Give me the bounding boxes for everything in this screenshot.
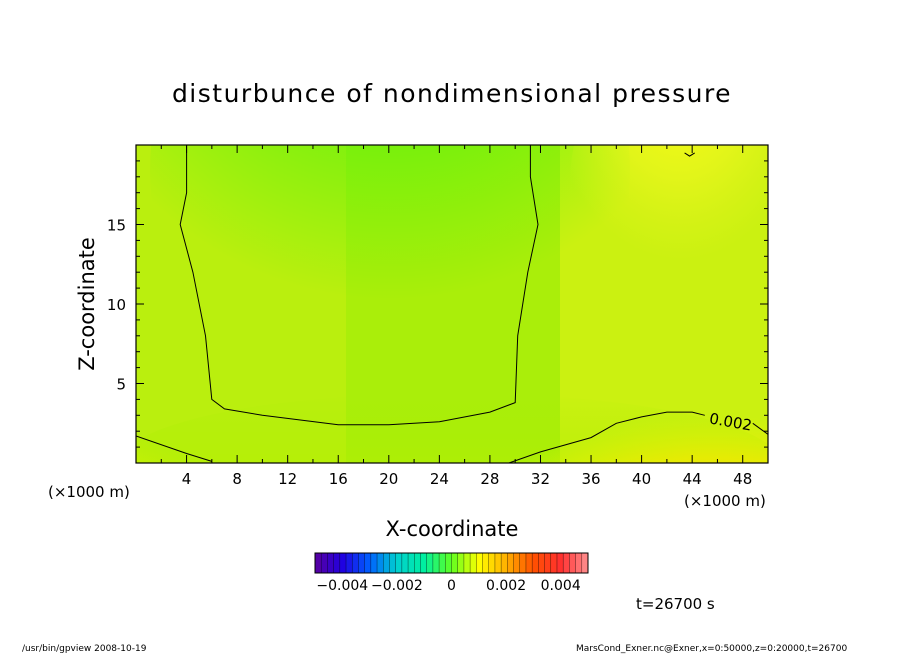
colorbar-cell bbox=[457, 553, 465, 573]
x-tick-label: 24 bbox=[430, 470, 449, 488]
colorbar-cell bbox=[581, 553, 589, 573]
colorbar-cell bbox=[525, 553, 533, 573]
contour-line-1 bbox=[508, 411, 705, 463]
colorbar-tick-label: 0.002 bbox=[486, 578, 526, 594]
x-axis-label: X-coordinate bbox=[386, 517, 519, 541]
colorbar-cell bbox=[358, 553, 366, 573]
colorbar-cell bbox=[339, 553, 347, 573]
colorbar-cell bbox=[532, 553, 539, 573]
colorbar-cell bbox=[519, 553, 527, 573]
colorbar-cell bbox=[346, 553, 353, 573]
colorbar-cell bbox=[401, 553, 409, 573]
time-label: t=26700 s bbox=[636, 595, 715, 613]
colorbar-cell bbox=[426, 553, 434, 573]
colorbar-cell bbox=[383, 553, 390, 573]
colorbar-cell bbox=[501, 553, 508, 573]
colorbar-cell bbox=[445, 553, 452, 573]
chart-title: disturbunce of nondimensional pressure bbox=[172, 79, 732, 108]
colorbar-cell bbox=[488, 553, 496, 573]
y-tick-label: 5 bbox=[116, 376, 126, 394]
contour-line-0 bbox=[136, 435, 212, 462]
heatmap-field bbox=[136, 145, 768, 463]
colorbar-cell bbox=[352, 553, 359, 573]
colorbar-cell bbox=[395, 553, 403, 573]
x-tick-label: 12 bbox=[278, 470, 297, 488]
contour-line-2 bbox=[752, 422, 768, 435]
colorbar-cell bbox=[451, 553, 459, 573]
colorbar-frame bbox=[314, 552, 589, 574]
colorbar-cell bbox=[389, 553, 397, 573]
y-tick-label: 15 bbox=[107, 217, 126, 235]
x-tick-label: 40 bbox=[632, 470, 651, 488]
colorbar-cell bbox=[538, 553, 545, 573]
x-tick-label: 28 bbox=[480, 470, 499, 488]
footer-left: /usr/bin/gpview 2008-10-19 bbox=[22, 644, 147, 654]
colorbar-cell bbox=[315, 553, 322, 573]
x-tick-label: 32 bbox=[531, 470, 550, 488]
colorbar-cell bbox=[494, 553, 502, 573]
colorbar-cell bbox=[569, 553, 576, 573]
y-axis-label: Z-coordinate bbox=[75, 237, 99, 371]
footer-right: MarsCond_Exner.nc@Exner,x=0:50000,z=0:20… bbox=[576, 644, 847, 654]
colorbar-tick-label: 0 bbox=[447, 578, 456, 594]
x-tick-label: 8 bbox=[232, 470, 242, 488]
colorbar-cell bbox=[544, 553, 552, 573]
colorbar-cell bbox=[327, 553, 335, 573]
x-tick-label: 48 bbox=[733, 470, 752, 488]
colorbar-tick-label: −0.002 bbox=[371, 578, 423, 594]
colorbar-cell bbox=[563, 553, 570, 573]
colorbar-cell bbox=[482, 553, 490, 573]
contour-line-4 bbox=[684, 152, 695, 157]
x-tick-label: 16 bbox=[329, 470, 348, 488]
x-unit-left: (×1000 m) bbox=[48, 483, 130, 501]
colorbar-tick-label: 0.004 bbox=[541, 578, 581, 594]
colorbar-cell bbox=[470, 553, 477, 573]
colorbar-cell bbox=[550, 553, 558, 573]
x-tick-label: 4 bbox=[182, 470, 192, 488]
colorbar-cell bbox=[432, 553, 440, 573]
colorbar-cell bbox=[463, 553, 471, 573]
colorbar-cell bbox=[414, 553, 421, 573]
colorbar-cell bbox=[321, 553, 328, 573]
colorbar-cell bbox=[476, 553, 483, 573]
colorbar-cell bbox=[556, 553, 564, 573]
colorbar-tick-label: −0.004 bbox=[316, 578, 368, 594]
colorbar-cell bbox=[370, 553, 378, 573]
colorbar-cell bbox=[408, 553, 415, 573]
x-unit-right: (×1000 m) bbox=[684, 492, 766, 510]
colorbar-cell bbox=[439, 553, 446, 573]
colorbar-cell bbox=[575, 553, 583, 573]
x-tick-label: 36 bbox=[581, 470, 600, 488]
colorbar-cell bbox=[333, 553, 341, 573]
colorbar-cell bbox=[377, 553, 384, 573]
colorbar-cell bbox=[364, 553, 372, 573]
x-tick-label: 20 bbox=[379, 470, 398, 488]
y-tick-label: 10 bbox=[107, 296, 126, 314]
colorbar-cell bbox=[513, 553, 521, 573]
contour-line-3 bbox=[179, 145, 539, 426]
colorbar-cell bbox=[507, 553, 514, 573]
x-tick-label: 44 bbox=[683, 470, 702, 488]
colorbar-cell bbox=[420, 553, 428, 573]
